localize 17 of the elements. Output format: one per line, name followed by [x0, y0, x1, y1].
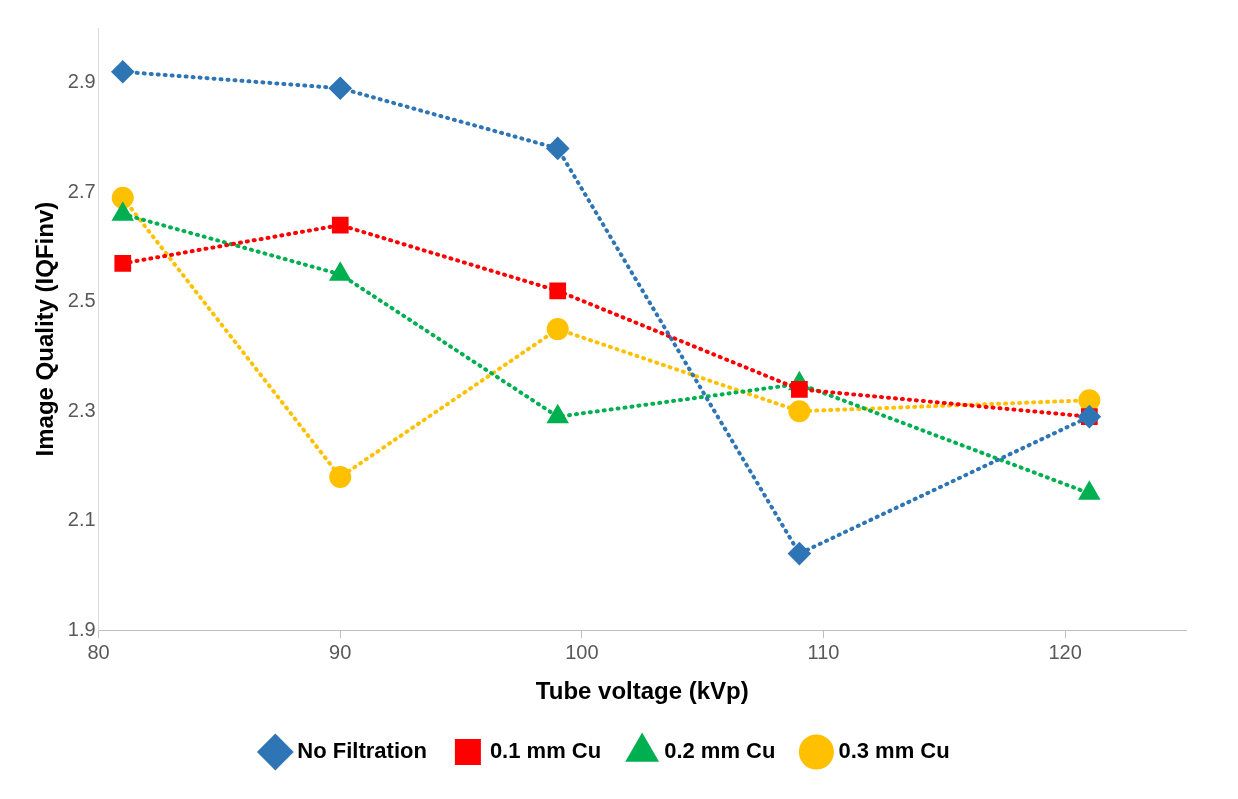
y-tick-label: 2.9: [67, 70, 96, 93]
x-tick-label: 110: [807, 640, 840, 663]
y-tick-label: 2.3: [67, 398, 96, 421]
y-tick-label: 1.9: [67, 617, 96, 640]
legend-label: No Filtration: [297, 738, 427, 764]
x-tick-label: 80: [87, 640, 110, 663]
y-axis-title: Image Quality (IQFinv): [31, 201, 59, 457]
x-tick-label: 90: [329, 640, 352, 663]
y-tick-label: 2.1: [67, 508, 96, 531]
legend-label: 0.1 mm Cu: [489, 738, 602, 764]
legend-label: 0.2 mm Cu: [664, 738, 776, 764]
legend-label: 0.3 mm Cu: [838, 738, 950, 764]
y-tick-label: 2.5: [67, 289, 96, 312]
x-tick-label: 100: [565, 640, 599, 663]
x-axis-title: Tube voltage (kVp): [535, 677, 749, 705]
x-tick-label: 120: [1048, 640, 1082, 663]
y-tick-label: 2.7: [67, 179, 96, 202]
